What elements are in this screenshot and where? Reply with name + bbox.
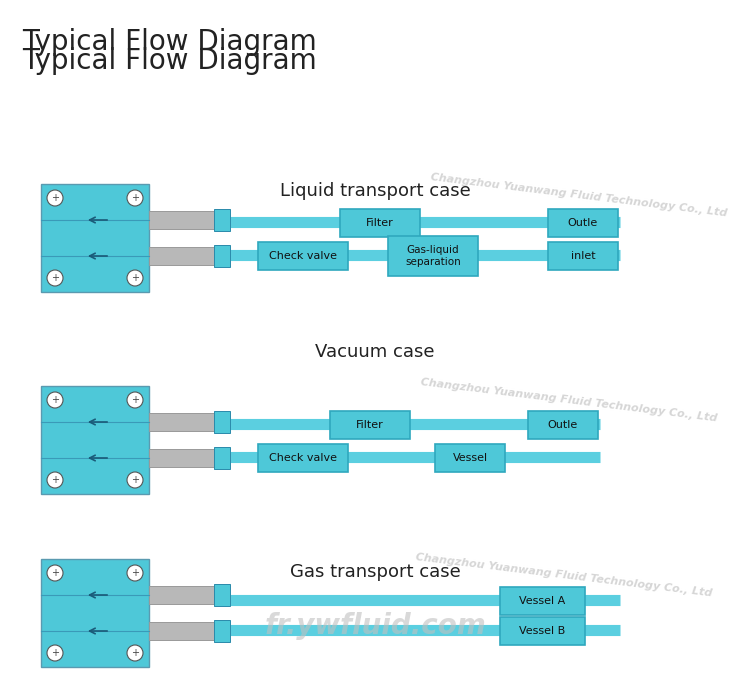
FancyBboxPatch shape bbox=[388, 236, 478, 276]
FancyBboxPatch shape bbox=[149, 247, 214, 265]
Text: Filter: Filter bbox=[366, 218, 394, 228]
Circle shape bbox=[127, 565, 143, 581]
Text: Gas transport case: Gas transport case bbox=[290, 563, 460, 581]
Text: Changzhou Yuanwang Fluid Technology Co., Ltd: Changzhou Yuanwang Fluid Technology Co.,… bbox=[415, 552, 712, 598]
Circle shape bbox=[47, 645, 63, 661]
Text: Check valve: Check valve bbox=[269, 251, 337, 261]
Text: Changzhou Yuanwang Fluid Technology Co., Ltd: Changzhou Yuanwang Fluid Technology Co.,… bbox=[420, 377, 718, 423]
FancyBboxPatch shape bbox=[214, 584, 230, 606]
Text: Outle: Outle bbox=[568, 218, 598, 228]
Circle shape bbox=[47, 190, 63, 206]
Text: +: + bbox=[51, 648, 59, 658]
Text: Typical Flow Diagram: Typical Flow Diagram bbox=[22, 47, 317, 75]
Circle shape bbox=[47, 270, 63, 286]
FancyBboxPatch shape bbox=[258, 444, 348, 472]
Text: +: + bbox=[51, 193, 59, 203]
Text: fr.ywfluid.com: fr.ywfluid.com bbox=[264, 612, 486, 640]
Circle shape bbox=[47, 472, 63, 488]
Text: inlet: inlet bbox=[571, 251, 596, 261]
Text: Check valve: Check valve bbox=[269, 453, 337, 463]
FancyBboxPatch shape bbox=[41, 559, 149, 667]
Circle shape bbox=[47, 565, 63, 581]
Text: Typical Flow Diagram: Typical Flow Diagram bbox=[22, 28, 316, 56]
FancyBboxPatch shape bbox=[500, 587, 585, 615]
Text: +: + bbox=[131, 475, 139, 485]
FancyBboxPatch shape bbox=[41, 184, 149, 292]
FancyBboxPatch shape bbox=[149, 449, 214, 467]
Text: +: + bbox=[51, 395, 59, 405]
FancyBboxPatch shape bbox=[548, 242, 618, 270]
FancyBboxPatch shape bbox=[435, 444, 505, 472]
Circle shape bbox=[127, 472, 143, 488]
Circle shape bbox=[127, 190, 143, 206]
Text: Vacuum case: Vacuum case bbox=[315, 343, 435, 361]
FancyBboxPatch shape bbox=[41, 386, 149, 494]
FancyBboxPatch shape bbox=[149, 413, 214, 431]
FancyBboxPatch shape bbox=[258, 242, 348, 270]
Text: Vessel A: Vessel A bbox=[519, 596, 566, 606]
Text: +: + bbox=[131, 395, 139, 405]
Text: +: + bbox=[51, 568, 59, 578]
Text: +: + bbox=[131, 273, 139, 283]
FancyBboxPatch shape bbox=[149, 586, 214, 604]
Circle shape bbox=[127, 270, 143, 286]
Text: Vessel: Vessel bbox=[452, 453, 488, 463]
FancyBboxPatch shape bbox=[214, 209, 230, 231]
Circle shape bbox=[127, 392, 143, 408]
Circle shape bbox=[127, 645, 143, 661]
FancyBboxPatch shape bbox=[149, 622, 214, 640]
Text: Filter: Filter bbox=[356, 420, 384, 430]
Circle shape bbox=[47, 392, 63, 408]
Text: +: + bbox=[131, 193, 139, 203]
Text: Changzhou Yuanwang Fluid Technology Co., Ltd: Changzhou Yuanwang Fluid Technology Co.,… bbox=[430, 172, 728, 218]
Text: +: + bbox=[131, 648, 139, 658]
FancyBboxPatch shape bbox=[340, 209, 420, 237]
FancyBboxPatch shape bbox=[528, 411, 598, 439]
Text: Liquid transport case: Liquid transport case bbox=[280, 182, 470, 200]
Text: Vessel B: Vessel B bbox=[519, 626, 566, 636]
FancyBboxPatch shape bbox=[500, 617, 585, 645]
Text: +: + bbox=[51, 273, 59, 283]
FancyBboxPatch shape bbox=[548, 209, 618, 237]
FancyBboxPatch shape bbox=[330, 411, 410, 439]
FancyBboxPatch shape bbox=[149, 211, 214, 229]
Text: +: + bbox=[131, 568, 139, 578]
FancyBboxPatch shape bbox=[214, 245, 230, 267]
FancyBboxPatch shape bbox=[214, 620, 230, 642]
Text: Outle: Outle bbox=[548, 420, 578, 430]
FancyBboxPatch shape bbox=[214, 447, 230, 469]
Text: +: + bbox=[51, 475, 59, 485]
Text: Gas-liquid
separation: Gas-liquid separation bbox=[405, 245, 460, 267]
FancyBboxPatch shape bbox=[214, 411, 230, 433]
